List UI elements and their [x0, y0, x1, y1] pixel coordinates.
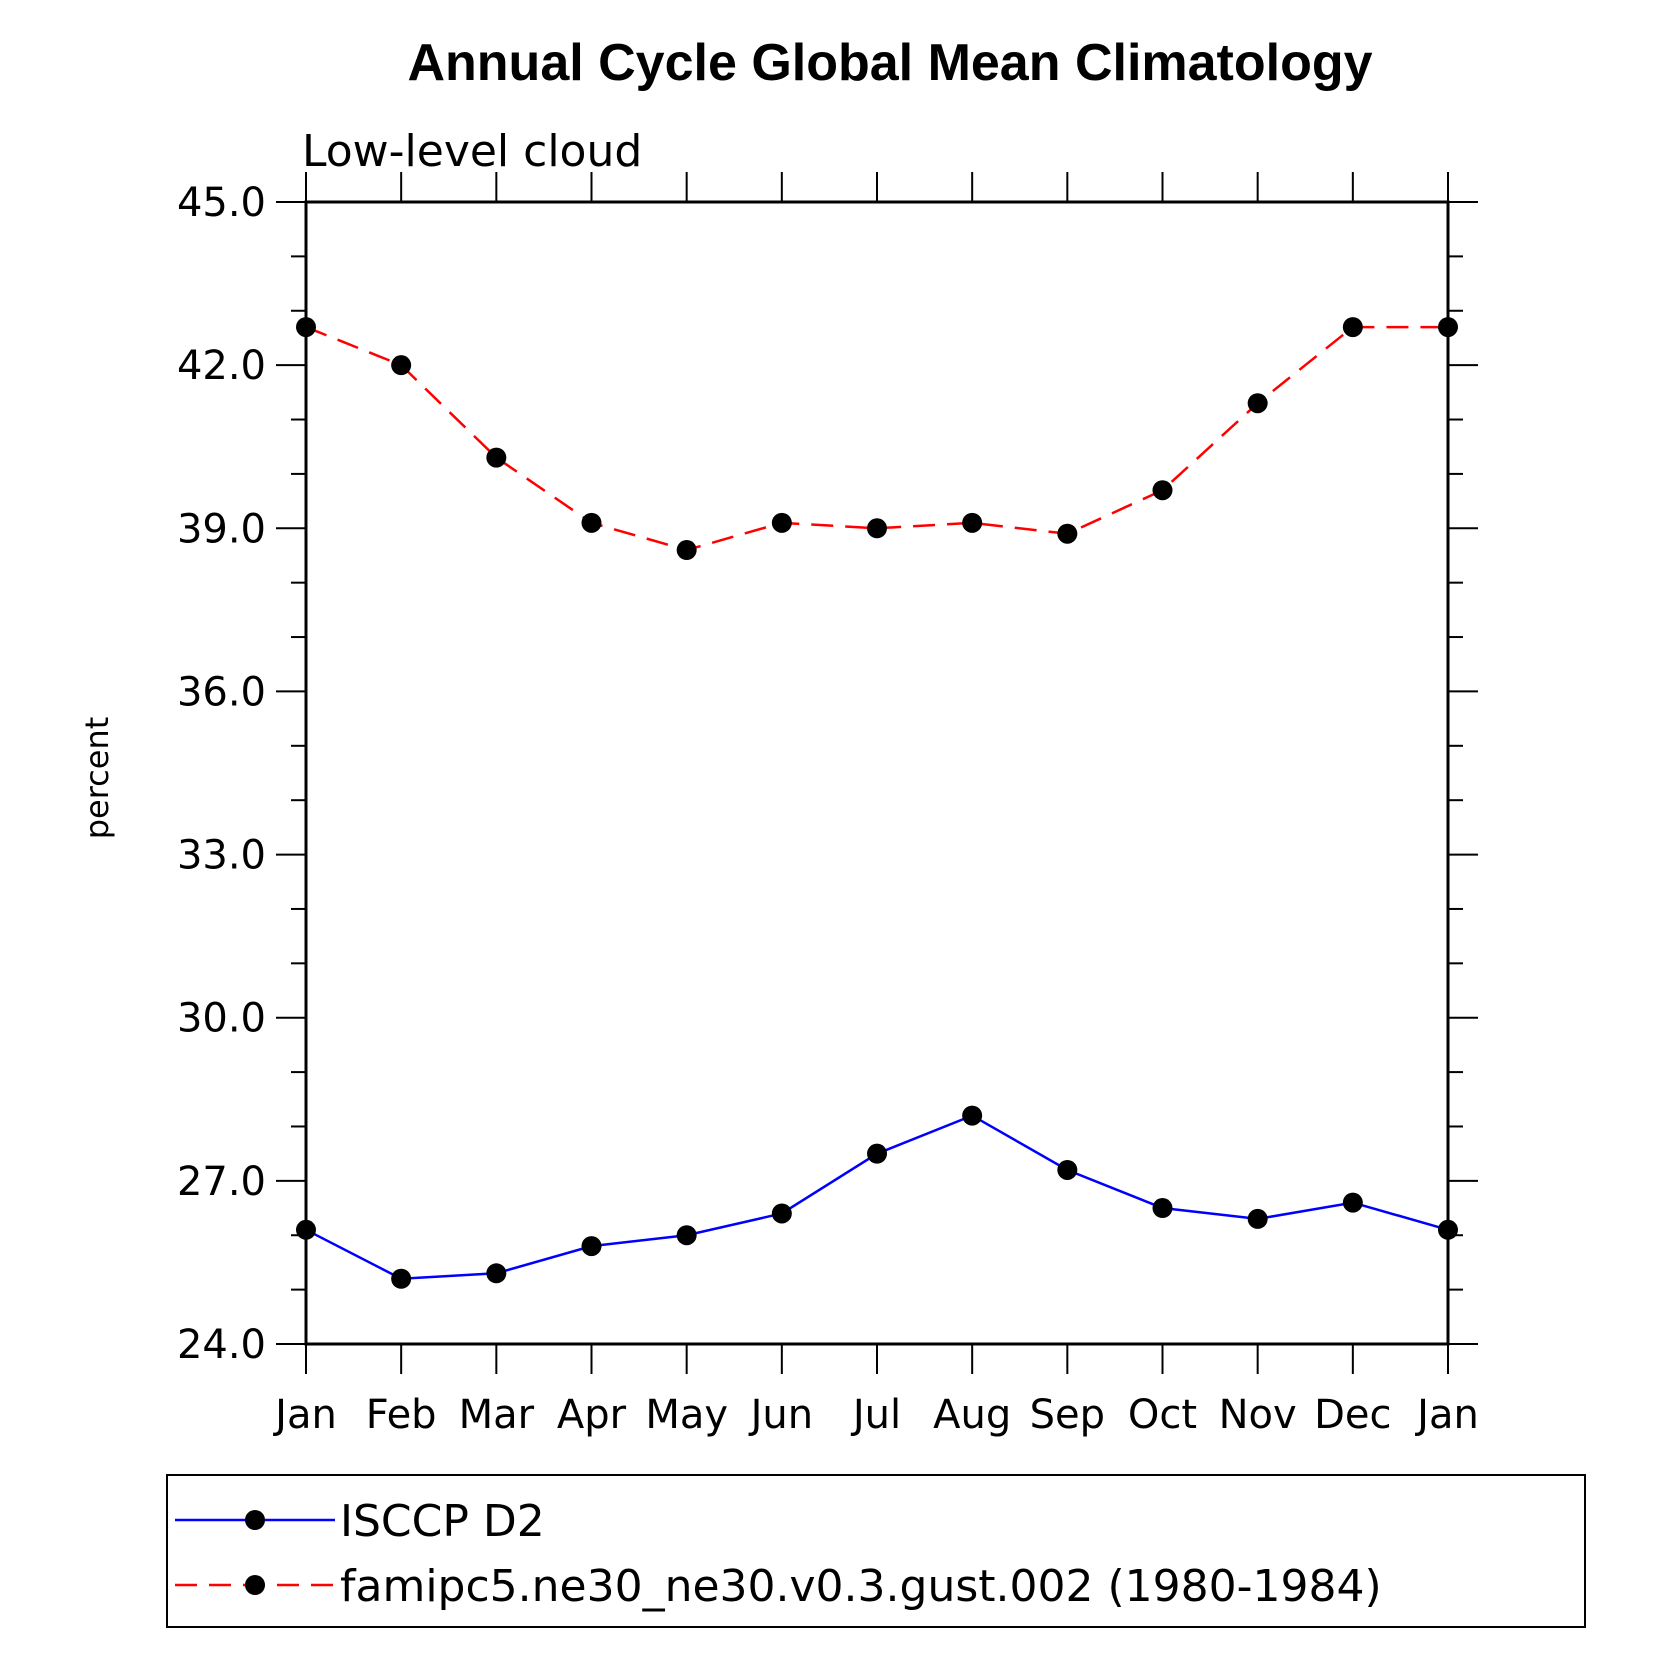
series-line — [305, 1114, 1449, 1281]
x-tick-label: Jul — [850, 1392, 901, 1438]
x-tick-label: Jan — [272, 1392, 337, 1438]
data-point — [581, 512, 602, 533]
data-point — [581, 1236, 602, 1257]
data-point — [676, 1225, 697, 1246]
data-point — [771, 1203, 792, 1224]
axis-ticks — [276, 172, 1478, 1374]
x-tick-label: Feb — [366, 1392, 437, 1438]
data-point — [771, 512, 792, 533]
y-tick-label: 27.0 — [177, 1159, 266, 1205]
data-point — [296, 1219, 316, 1240]
data-point — [962, 512, 983, 533]
y-tick-label: 30.0 — [177, 996, 266, 1042]
y-tick-label: 24.0 — [177, 1322, 266, 1368]
y-tick-label: 33.0 — [177, 833, 266, 879]
data-point — [1247, 393, 1268, 414]
x-tick-label: Aug — [933, 1392, 1011, 1438]
data-point — [486, 1263, 507, 1284]
x-tick-label: Apr — [557, 1392, 627, 1438]
data-point — [296, 317, 316, 338]
data-point — [391, 355, 412, 376]
data-point — [1057, 523, 1078, 544]
y-tick-label: 39.0 — [177, 506, 266, 552]
data-point — [1057, 1159, 1078, 1180]
x-tick-label: Oct — [1128, 1392, 1197, 1438]
data-point — [1152, 480, 1173, 501]
legend-box — [166, 1474, 1586, 1628]
legend-marker — [245, 1510, 265, 1530]
x-tick-label: Mar — [459, 1392, 535, 1438]
x-tick-label: May — [645, 1392, 728, 1438]
series-line — [305, 325, 1448, 552]
data-point — [1438, 1219, 1458, 1240]
data-point — [1342, 317, 1363, 338]
data-point — [867, 1143, 887, 1164]
x-tick-label: Nov — [1219, 1392, 1297, 1438]
data-point — [1342, 1192, 1363, 1213]
plot-frame — [304, 200, 1450, 1346]
legend-marker — [245, 1575, 265, 1595]
legend: ISCCP D2 famipc5.ne30_ne30.v0.3.gust.002 … — [175, 1496, 1382, 1612]
y-tick-label: 45.0 — [177, 180, 266, 226]
series-2 — [296, 317, 1458, 561]
chart-subtitle: Low-level cloud — [302, 126, 642, 177]
y-tick-label: 36.0 — [177, 669, 266, 715]
y-axis-label: percent — [78, 717, 116, 840]
y-tick-label: 42.0 — [177, 343, 266, 389]
data-point — [391, 1268, 412, 1289]
x-tick-label: Jan — [1414, 1392, 1479, 1438]
data-point — [676, 540, 697, 561]
data-point — [1247, 1208, 1268, 1229]
data-point — [962, 1105, 983, 1126]
x-tick-label: Jun — [748, 1392, 814, 1438]
data-point — [486, 447, 507, 468]
data-point — [867, 518, 887, 539]
series-layer — [296, 317, 1458, 1289]
data-point — [1438, 317, 1458, 338]
legend-label: famipc5.ne30_ne30.v0.3.gust.002 (1980-19… — [340, 1561, 1382, 1612]
x-tick-label: Sep — [1030, 1392, 1105, 1438]
series-1 — [296, 1105, 1458, 1289]
x-tick-labels: Jan Feb Mar Apr May Jun Jul Aug Sep Oct Nov Dec Jan — [272, 1392, 1479, 1438]
legend-label: ISCCP D2 — [340, 1496, 545, 1547]
chart-title: Annual Cycle Global Mean Climatology — [407, 34, 1372, 92]
y-tick-labels: 24.0 27.0 30.0 33.0 36.0 39.0 42.0 45.0 — [177, 180, 266, 1368]
x-tick-label: Dec — [1314, 1392, 1391, 1438]
data-point — [1152, 1198, 1173, 1219]
